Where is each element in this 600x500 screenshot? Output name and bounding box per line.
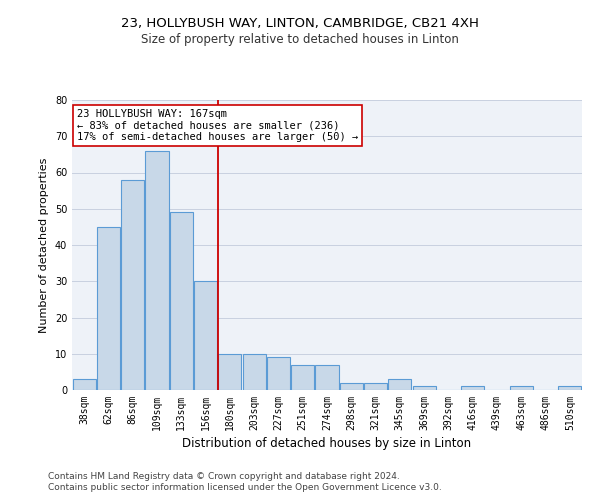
Bar xyxy=(97,227,120,390)
Text: Contains HM Land Registry data © Crown copyright and database right 2024.: Contains HM Land Registry data © Crown c… xyxy=(48,472,400,481)
Bar xyxy=(510,386,533,390)
Bar xyxy=(461,386,484,390)
Bar xyxy=(121,180,144,390)
Bar xyxy=(194,281,217,390)
Bar xyxy=(242,354,266,390)
Bar xyxy=(388,379,412,390)
Bar xyxy=(340,383,363,390)
Text: 23, HOLLYBUSH WAY, LINTON, CAMBRIDGE, CB21 4XH: 23, HOLLYBUSH WAY, LINTON, CAMBRIDGE, CB… xyxy=(121,18,479,30)
Bar xyxy=(364,383,387,390)
Bar xyxy=(170,212,193,390)
Bar xyxy=(559,386,581,390)
Bar xyxy=(145,151,169,390)
X-axis label: Distribution of detached houses by size in Linton: Distribution of detached houses by size … xyxy=(182,437,472,450)
Bar xyxy=(413,386,436,390)
Bar xyxy=(291,364,314,390)
Y-axis label: Number of detached properties: Number of detached properties xyxy=(39,158,49,332)
Text: 23 HOLLYBUSH WAY: 167sqm
← 83% of detached houses are smaller (236)
17% of semi-: 23 HOLLYBUSH WAY: 167sqm ← 83% of detach… xyxy=(77,108,358,142)
Bar xyxy=(316,364,338,390)
Text: Size of property relative to detached houses in Linton: Size of property relative to detached ho… xyxy=(141,32,459,46)
Bar xyxy=(73,379,95,390)
Text: Contains public sector information licensed under the Open Government Licence v3: Contains public sector information licen… xyxy=(48,484,442,492)
Bar xyxy=(218,354,241,390)
Bar xyxy=(267,358,290,390)
